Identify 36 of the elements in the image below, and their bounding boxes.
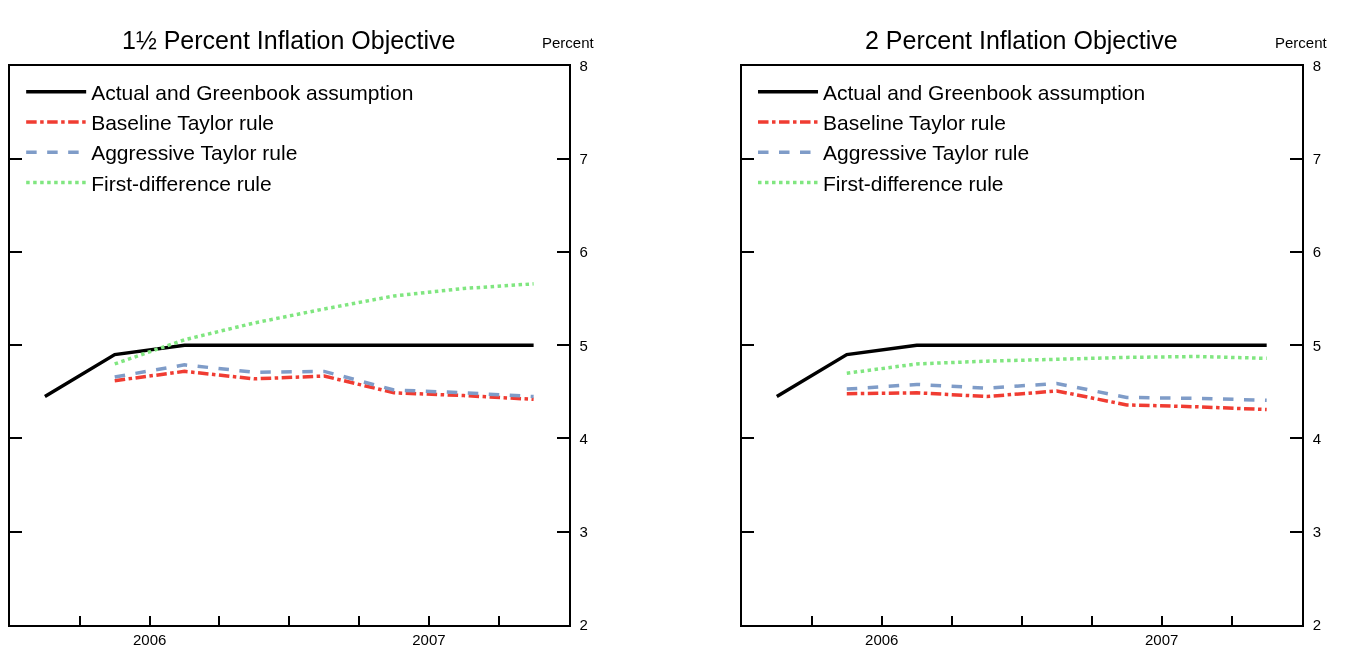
legend-label: Actual and Greenbook assumption	[91, 80, 414, 104]
legend-label: First-difference rule	[823, 171, 1004, 195]
x-tick-label: 2007	[1145, 630, 1179, 648]
y-tick-label: 2	[579, 615, 588, 633]
x-tick-label: 2006	[865, 630, 899, 648]
y-tick-label: 3	[1312, 522, 1322, 540]
y-tick-label: 8	[1312, 57, 1322, 75]
y-tick-label: 5	[579, 336, 588, 354]
y-tick-label: 2	[1312, 615, 1322, 633]
line-series	[112, 363, 536, 399]
legend-label: Actual and Greenbook assumption	[823, 80, 1146, 104]
y-axis-title: Percent	[1275, 34, 1328, 51]
chart-title: 2 Percent Inflation Objective	[865, 26, 1178, 54]
line-series	[845, 381, 1269, 402]
y-tick-label: 4	[1312, 429, 1322, 447]
legend-label: Baseline Taylor rule	[823, 111, 1006, 135]
x-tick-label: 2006	[132, 630, 167, 648]
y-tick-label: 6	[1312, 243, 1322, 261]
y-tick-label: 5	[1312, 336, 1322, 354]
chart-title: 1½ Percent Inflation Objective	[122, 26, 456, 54]
legend-label: First-difference rule	[91, 171, 272, 195]
line-series	[845, 354, 1269, 375]
y-tick-label: 4	[579, 429, 588, 447]
line-series	[112, 282, 536, 366]
y-tick-label: 8	[579, 57, 588, 75]
line-series	[845, 389, 1269, 412]
y-tick-label: 6	[579, 243, 588, 261]
legend-label: Aggressive Taylor rule	[823, 141, 1030, 165]
y-axis-title: Percent	[542, 34, 595, 51]
legend-label: Baseline Taylor rule	[91, 111, 275, 135]
legend-label: Aggressive Taylor rule	[91, 141, 298, 165]
y-tick-label: 7	[579, 150, 588, 168]
line-series	[112, 369, 536, 402]
x-tick-label: 2007	[412, 630, 446, 648]
y-tick-label: 3	[579, 522, 588, 540]
y-tick-label: 7	[1312, 150, 1322, 168]
